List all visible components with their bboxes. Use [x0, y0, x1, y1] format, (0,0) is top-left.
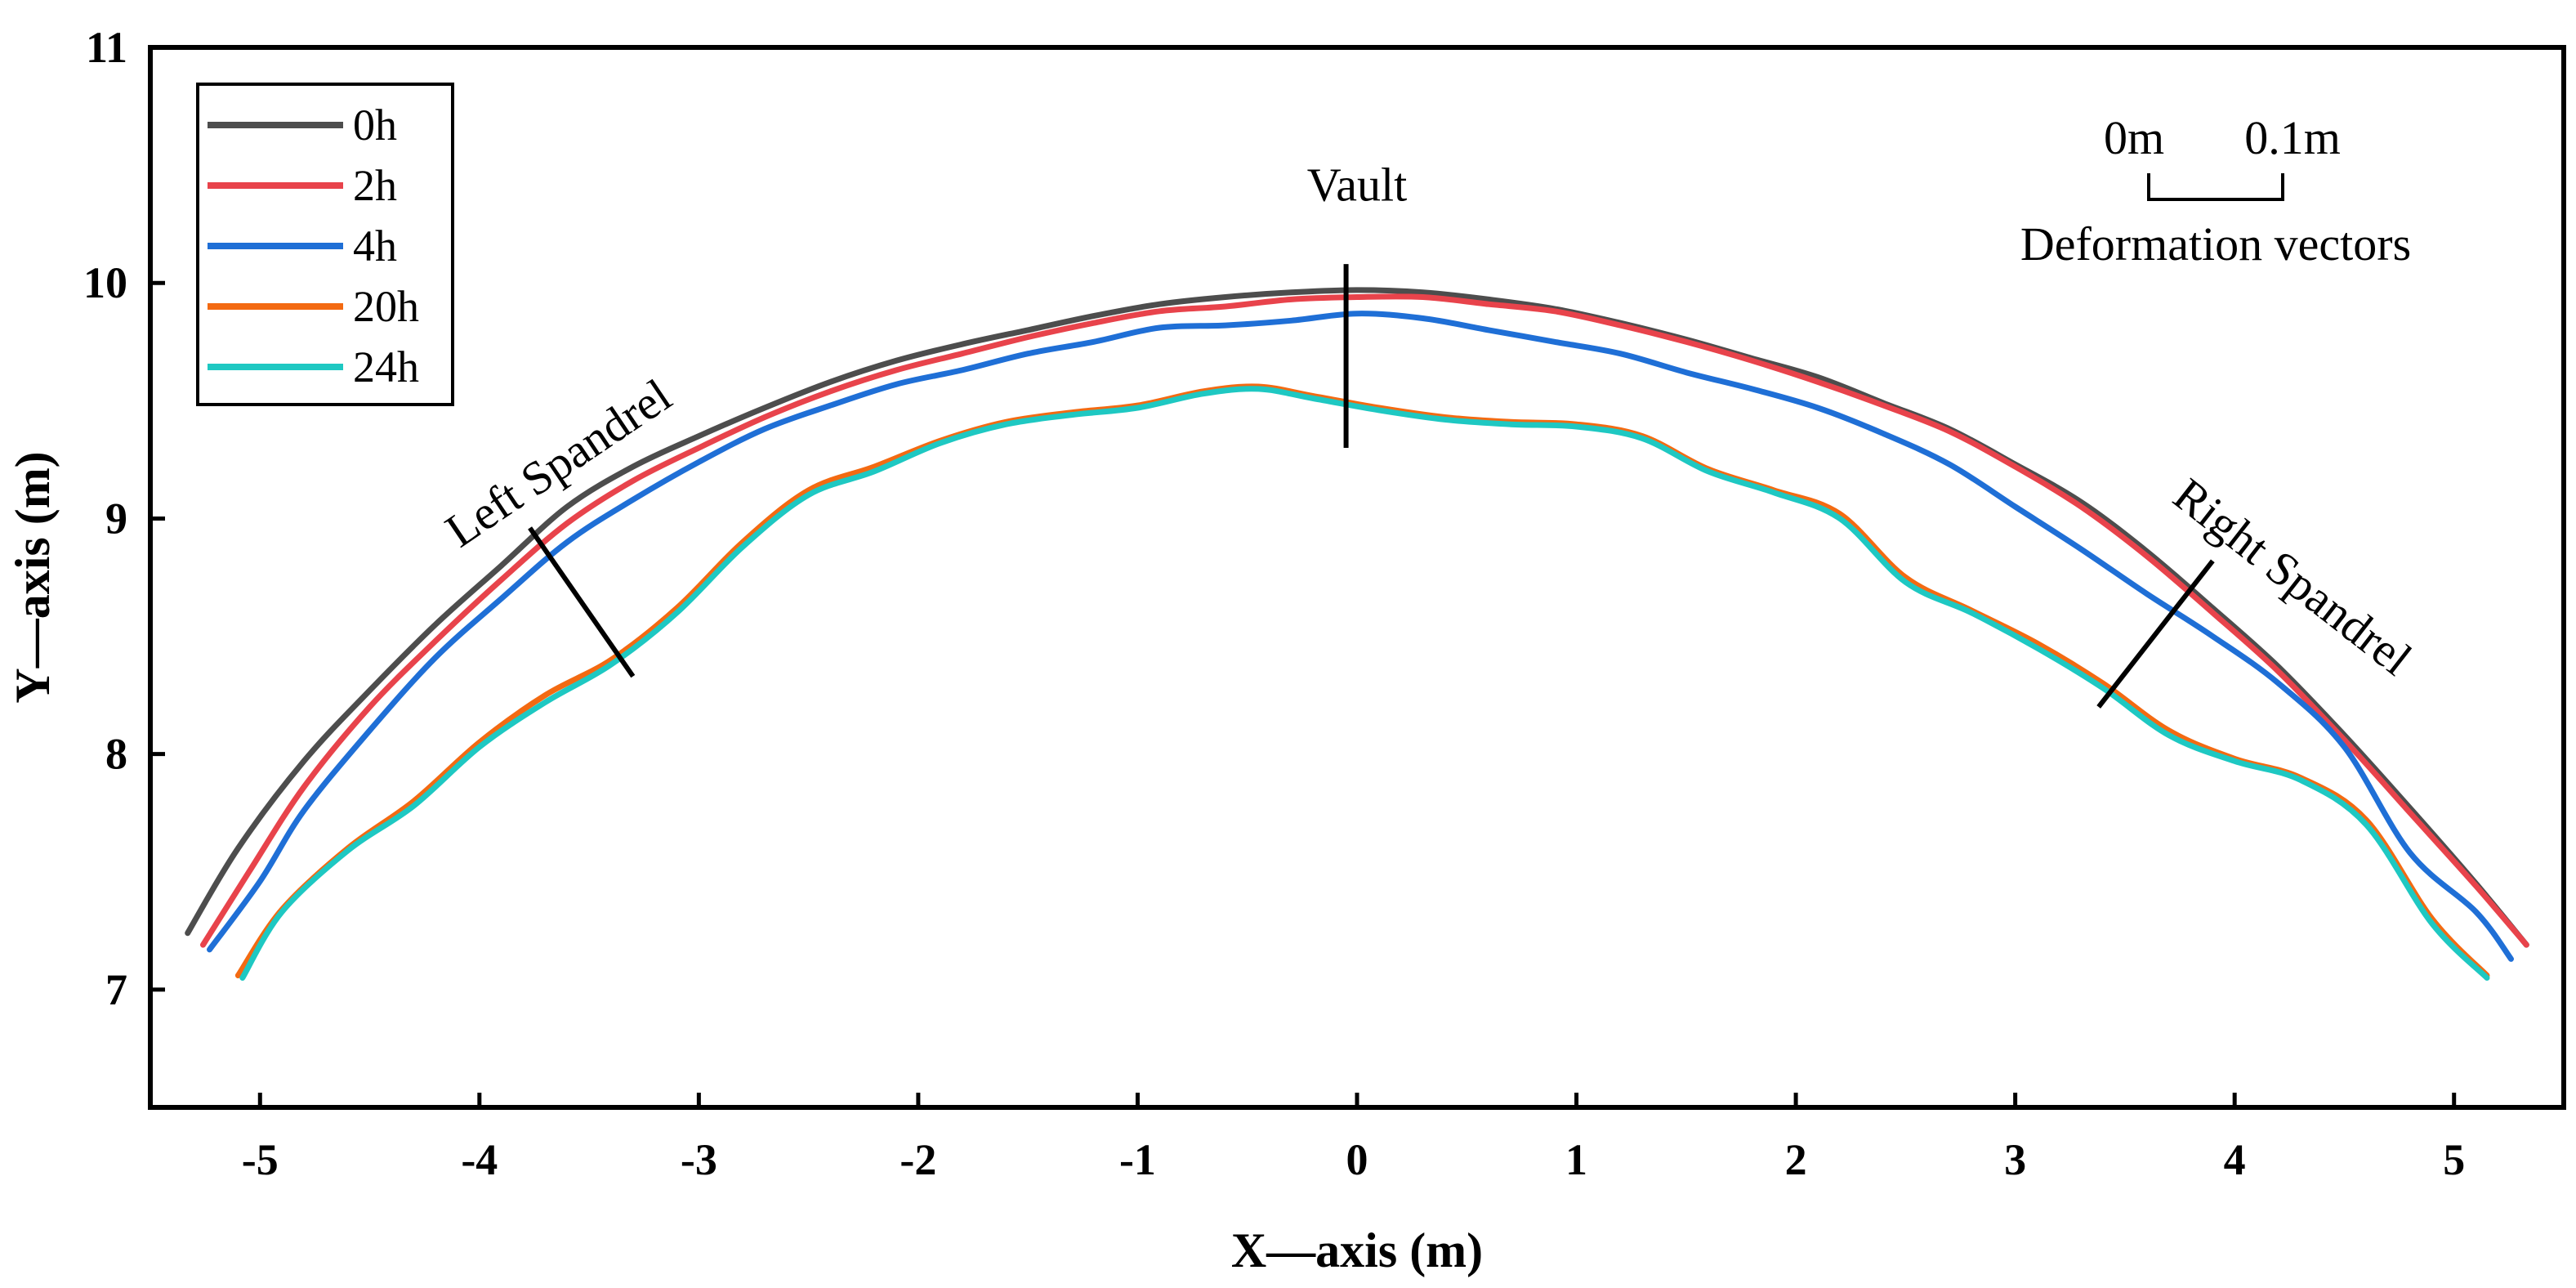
scale-bar-left-label: 0m	[2104, 111, 2164, 164]
y-tick-label: 8	[105, 730, 127, 779]
scale-bar-line	[2147, 173, 2284, 201]
y-tick-label: 11	[86, 23, 127, 72]
series-line-4h	[207, 311, 2514, 962]
scale-bar-caption: Deformation vectors	[2020, 217, 2411, 271]
x-tick-label: 1	[1565, 1135, 1587, 1184]
series-line-0h	[185, 287, 2529, 948]
x-tick-label: -3	[681, 1135, 717, 1184]
x-axis-title: X—axis (m)	[1231, 1223, 1483, 1277]
scale-bar: 0m 0.1m Deformation vectors	[2020, 111, 2411, 271]
annotation-label-vault: Vault	[1307, 158, 1407, 211]
x-tick-label: 4	[2224, 1135, 2246, 1184]
series-layer	[185, 287, 2529, 981]
annotation-marker-left-spandrel	[528, 526, 636, 678]
axes-layer: -5 -4 -3 -2 -1 0 1 2 3 4 5 7 8 9 10 11 X—axis (m) Y—axis …	[6, 23, 2566, 1277]
y-tick-label: 9	[105, 494, 127, 543]
x-tick-label: 3	[2004, 1135, 2026, 1184]
series-line-24h	[239, 386, 2490, 981]
scale-bar-right-label: 0.1m	[2244, 111, 2341, 164]
y-axis-title: Y—axis (m)	[6, 451, 60, 703]
x-tick-label: 2	[1785, 1135, 1807, 1184]
x-tick-label: 0	[1346, 1135, 1368, 1184]
legend-label-20h: 20h	[353, 282, 419, 331]
x-tick-label: -4	[461, 1135, 498, 1184]
series-line-2h	[200, 293, 2529, 948]
annotation-marker-right-spandrel	[2096, 559, 2215, 709]
legend-label-24h: 24h	[353, 342, 419, 391]
y-tick-label: 10	[83, 258, 127, 307]
legend: 0h 2h 4h 20h 24h	[196, 83, 454, 406]
legend-label-4h: 4h	[353, 221, 397, 271]
x-tick-label: -2	[900, 1135, 936, 1184]
x-tick-label: -1	[1119, 1135, 1156, 1184]
x-tick-label: 5	[2443, 1135, 2465, 1184]
legend-label-2h: 2h	[353, 161, 397, 210]
x-tick-label: -5	[242, 1135, 279, 1184]
legend-label-0h: 0h	[353, 101, 397, 150]
y-tick-label: 7	[105, 965, 127, 1014]
